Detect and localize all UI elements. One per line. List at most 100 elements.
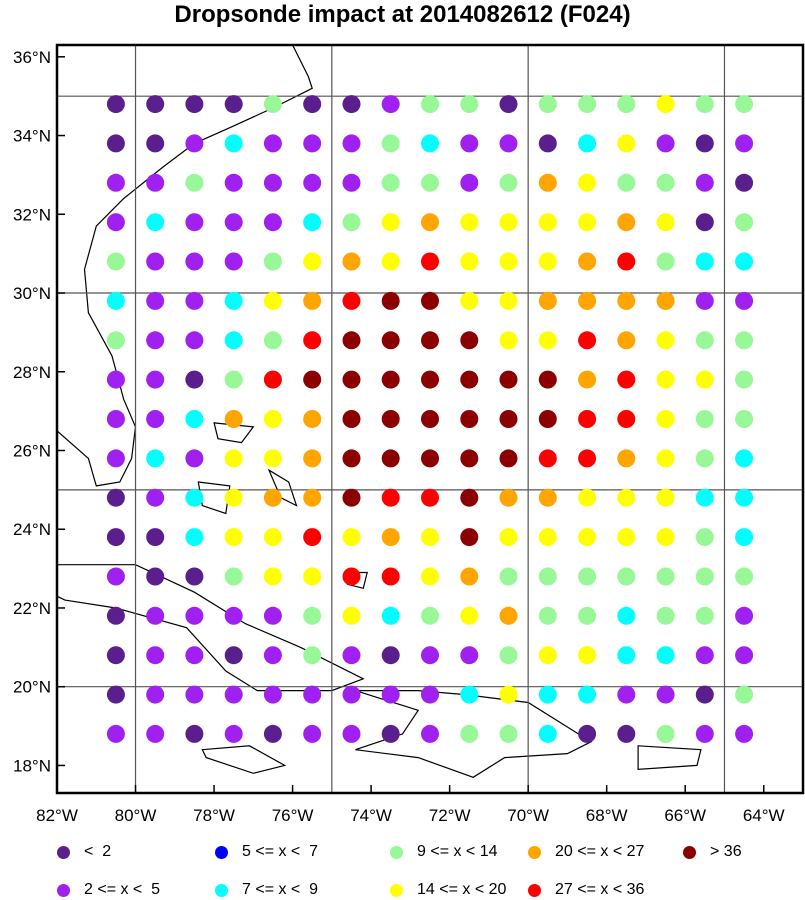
cuba-outline — [56, 564, 365, 692]
y-tick-label: 30°N — [13, 284, 51, 303]
dropsonde-point — [303, 528, 322, 547]
dropsonde-point — [342, 252, 361, 271]
x-tick-label: 76°W — [272, 806, 314, 825]
dropsonde-point — [538, 606, 557, 625]
dropsonde-point — [381, 331, 400, 350]
dropsonde-point — [578, 134, 597, 153]
dropsonde-point — [656, 95, 675, 114]
dropsonde-point — [146, 528, 165, 547]
dropsonde-point — [538, 213, 557, 232]
legend-label: 2 <= x < 5 — [84, 881, 161, 898]
legend-swatch — [390, 883, 403, 897]
legend-item: 14 <= x < 20 — [390, 880, 506, 900]
dropsonde-point — [578, 291, 597, 310]
dropsonde-point — [106, 528, 125, 547]
dropsonde-point — [421, 724, 439, 743]
dropsonde-point — [460, 488, 479, 507]
dropsonde-point — [106, 173, 125, 192]
dropsonde-point — [421, 95, 439, 114]
dropsonde-point — [263, 488, 282, 507]
dropsonde-point — [185, 488, 204, 507]
dropsonde-point — [460, 528, 479, 547]
dropsonde-point — [617, 646, 636, 665]
x-tick-label: 72°W — [429, 806, 471, 825]
dropsonde-point — [224, 724, 243, 743]
dropsonde-point — [303, 370, 322, 389]
legend-item: 9 <= x < 14 — [390, 842, 498, 862]
grid-layer — [57, 45, 803, 793]
dropsonde-point — [381, 646, 400, 665]
x-tick-label: 82°W — [36, 806, 78, 825]
dropsonde-point — [617, 173, 636, 192]
legend-label: 20 <= x < 27 — [555, 843, 645, 860]
legend-item: < 2 — [57, 842, 111, 862]
dropsonde-point — [342, 410, 361, 428]
dropsonde-point — [224, 646, 243, 665]
dropsonde-point — [578, 528, 597, 547]
x-tick-label: 78°W — [193, 806, 235, 825]
dropsonde-point — [656, 567, 675, 586]
dropsonde-point — [421, 213, 439, 232]
dropsonde-point — [656, 488, 675, 507]
dropsonde-point — [578, 213, 597, 232]
dropsonde-point — [224, 449, 243, 468]
dropsonde-point — [146, 646, 165, 665]
dropsonde-point — [381, 528, 400, 547]
dropsonde-point — [146, 331, 165, 350]
dropsonde-point — [342, 134, 361, 153]
dropsonde-point — [303, 567, 322, 586]
dropsonde-point — [303, 449, 322, 468]
y-tick-label: 36°N — [13, 48, 51, 67]
dropsonde-point — [381, 567, 400, 586]
dropsonde-point — [656, 410, 675, 428]
dropsonde-point — [185, 252, 204, 271]
dropsonde-point — [146, 410, 165, 428]
dropsonde-point — [342, 370, 361, 389]
dropsonde-point — [499, 528, 518, 547]
dropsonde-point — [381, 370, 400, 389]
dropsonde-point — [578, 488, 597, 507]
dropsonde-point — [421, 291, 439, 310]
dropsonde-point — [695, 173, 714, 192]
dropsonde-point — [617, 449, 636, 468]
legend-swatch — [57, 845, 70, 859]
dropsonde-point — [146, 291, 165, 310]
dropsonde-point — [185, 213, 204, 232]
dropsonde-point — [538, 370, 557, 389]
dropsonde-point — [421, 134, 439, 153]
legend-swatch — [683, 845, 696, 859]
dropsonde-point — [735, 173, 754, 192]
dropsonde-point — [185, 646, 204, 665]
dropsonde-point — [263, 331, 282, 350]
dropsonde-point — [656, 724, 675, 743]
dropsonde-point — [224, 685, 243, 704]
dropsonde-point — [185, 331, 204, 350]
plot-frame — [55, 43, 805, 795]
legend-swatch — [528, 845, 541, 859]
dropsonde-point — [695, 370, 714, 389]
dropsonde-point — [146, 685, 165, 704]
dropsonde-point — [106, 646, 125, 665]
dropsonde-point — [342, 213, 361, 232]
dropsonde-point — [224, 528, 243, 547]
dropsonde-point — [146, 488, 165, 507]
dropsonde-point — [421, 370, 439, 389]
dropsonde-point — [499, 370, 518, 389]
dropsonde-point — [185, 685, 204, 704]
dropsonde-point — [381, 173, 400, 192]
dropsonde-point — [263, 449, 282, 468]
dropsonde-point — [106, 724, 125, 743]
dropsonde-point — [617, 213, 636, 232]
dropsonde-point — [342, 724, 361, 743]
dropsonde-point — [342, 567, 361, 586]
dropsonde-point — [538, 410, 557, 428]
dropsonde-point — [146, 370, 165, 389]
dropsonde-point — [538, 252, 557, 271]
dropsonde-point — [263, 95, 282, 114]
dropsonde-point — [538, 528, 557, 547]
legend-label: 7 <= x < 9 — [242, 881, 319, 898]
dropsonde-point — [578, 370, 597, 389]
dropsonde-point — [460, 291, 479, 310]
dropsonde-point — [381, 213, 400, 232]
dropsonde-point — [656, 370, 675, 389]
